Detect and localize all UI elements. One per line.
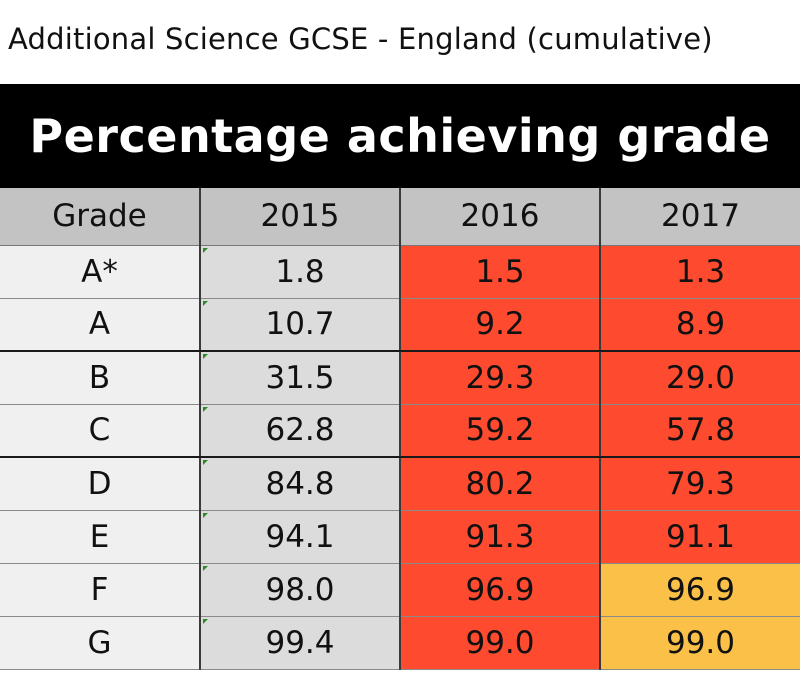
page-title: Additional Science GCSE - England (cumul… xyxy=(8,22,713,56)
table-row: E 94.1 91.3 91.1 xyxy=(0,510,800,564)
table-row: A 10.7 9.2 8.9 xyxy=(0,298,800,352)
value-2015-cell: 1.8 xyxy=(200,245,401,299)
value-2015-cell: 10.7 xyxy=(200,298,401,352)
grade-cell: D xyxy=(0,457,201,511)
column-header-2015: 2015 xyxy=(200,188,401,246)
value-2016-cell: 29.3 xyxy=(400,351,601,405)
value-2016-cell: 9.2 xyxy=(400,298,601,352)
grade-cell: A xyxy=(0,298,201,352)
value-2017-cell: 8.9 xyxy=(600,298,800,352)
value-2015-cell: 94.1 xyxy=(200,510,401,564)
value-2015-cell: 99.4 xyxy=(200,616,401,670)
table-row: C 62.8 59.2 57.8 xyxy=(0,404,800,458)
header-row: Grade 2015 2016 2017 xyxy=(0,188,800,246)
value-2016-cell: 99.0 xyxy=(400,616,601,670)
table-row: G 99.4 99.0 99.0 xyxy=(0,616,800,670)
grade-cell: A* xyxy=(0,245,201,299)
value-2017-cell: 91.1 xyxy=(600,510,800,564)
table-body: A* 1.8 1.5 1.3 A 10.7 9.2 8.9 B 31.5 29.3 29.0 C 62.8… xyxy=(0,245,800,670)
table-row: D 84.8 80.2 79.3 xyxy=(0,457,800,511)
value-2015-cell: 98.0 xyxy=(200,563,401,617)
value-2016-cell: 59.2 xyxy=(400,404,601,458)
value-2015-cell: 62.8 xyxy=(200,404,401,458)
table-row: A* 1.8 1.5 1.3 xyxy=(0,245,800,299)
value-2017-cell: 29.0 xyxy=(600,351,800,405)
value-2016-cell: 1.5 xyxy=(400,245,601,299)
value-2015-cell: 84.8 xyxy=(200,457,401,511)
grade-cell: E xyxy=(0,510,201,564)
grade-cell: B xyxy=(0,351,201,405)
banner-title: Percentage achieving grade xyxy=(29,109,771,163)
value-2017-cell: 57.8 xyxy=(600,404,800,458)
value-2015-cell: 31.5 xyxy=(200,351,401,405)
column-header-grade: Grade xyxy=(0,188,201,246)
value-2016-cell: 96.9 xyxy=(400,563,601,617)
grade-cell: G xyxy=(0,616,201,670)
column-header-2016: 2016 xyxy=(400,188,601,246)
value-2017-cell: 1.3 xyxy=(600,245,800,299)
value-2017-cell: 96.9 xyxy=(600,563,800,617)
value-2016-cell: 80.2 xyxy=(400,457,601,511)
grade-cell: F xyxy=(0,563,201,617)
grade-table: Grade 2015 2016 2017 A* 1.8 1.5 1.3 A 10.7 9.2… xyxy=(0,188,800,670)
column-header-2017: 2017 xyxy=(600,188,800,246)
table-banner: Percentage achieving grade xyxy=(0,84,800,188)
table-row: F 98.0 96.9 96.9 xyxy=(0,563,800,617)
value-2017-cell: 79.3 xyxy=(600,457,800,511)
table-row: B 31.5 29.3 29.0 xyxy=(0,351,800,405)
grade-cell: C xyxy=(0,404,201,458)
value-2017-cell: 99.0 xyxy=(600,616,800,670)
value-2016-cell: 91.3 xyxy=(400,510,601,564)
